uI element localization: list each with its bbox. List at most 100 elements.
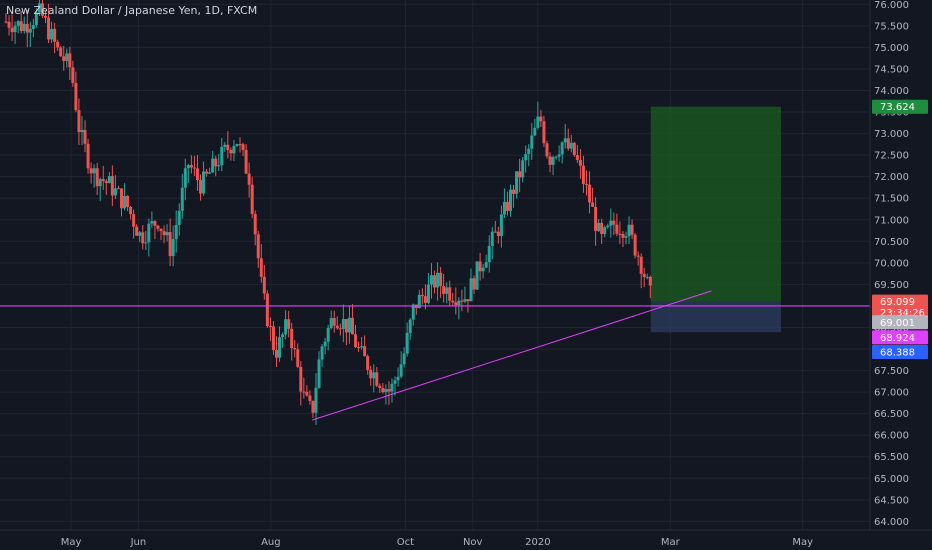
profit-zone[interactable] bbox=[650, 106, 781, 302]
candle-body bbox=[372, 372, 376, 379]
candle bbox=[603, 225, 607, 238]
candle-body bbox=[44, 15, 48, 18]
time-tick-label: Mar bbox=[661, 537, 681, 548]
candle bbox=[384, 384, 388, 405]
candle-body bbox=[205, 171, 209, 174]
candle-body bbox=[584, 184, 588, 186]
candle bbox=[311, 400, 315, 419]
candle bbox=[59, 46, 63, 57]
candle-body bbox=[256, 234, 260, 259]
candle-body bbox=[633, 234, 637, 256]
candle-body bbox=[195, 168, 199, 181]
candle bbox=[436, 262, 440, 301]
candle bbox=[47, 3, 51, 44]
horizontal-line-tag-bg bbox=[872, 330, 928, 345]
trend-line[interactable] bbox=[311, 290, 712, 421]
candle-body bbox=[384, 389, 388, 393]
candle bbox=[293, 340, 297, 358]
stop-price-tag: 68.388 bbox=[872, 345, 928, 360]
candle-body bbox=[34, 12, 38, 26]
candle-body bbox=[101, 179, 105, 182]
price-tick-label: 75.500 bbox=[874, 21, 909, 32]
candle bbox=[505, 191, 509, 216]
candle bbox=[375, 367, 379, 387]
candle bbox=[645, 273, 649, 280]
candle bbox=[214, 155, 218, 177]
candle bbox=[101, 165, 105, 190]
time-tick-label: May bbox=[792, 537, 813, 548]
candle-body bbox=[411, 304, 415, 320]
candle bbox=[332, 310, 336, 333]
candle bbox=[129, 205, 133, 220]
candle-body bbox=[332, 317, 336, 326]
candle bbox=[445, 282, 449, 304]
candle bbox=[259, 243, 263, 283]
candle-body bbox=[591, 202, 595, 207]
candle bbox=[624, 231, 628, 245]
candle bbox=[551, 155, 555, 176]
candle bbox=[472, 275, 476, 295]
candle-body bbox=[287, 319, 291, 329]
candle bbox=[399, 351, 403, 379]
candle bbox=[588, 171, 592, 214]
candle-body bbox=[648, 276, 652, 286]
candle-body bbox=[533, 127, 537, 136]
candle-body bbox=[253, 213, 257, 235]
candle-body bbox=[627, 224, 631, 237]
candle bbox=[320, 344, 324, 367]
price-tick-label: 64.000 bbox=[874, 517, 909, 528]
candle bbox=[89, 162, 93, 184]
candle-body bbox=[229, 149, 233, 154]
candle-body bbox=[481, 267, 485, 272]
candle bbox=[171, 225, 175, 267]
candle-body bbox=[223, 144, 227, 147]
candle-body bbox=[530, 135, 534, 149]
candle bbox=[396, 367, 400, 387]
candle-body bbox=[509, 189, 513, 211]
candle-body bbox=[116, 188, 120, 190]
candle-body bbox=[132, 214, 136, 227]
candle-body bbox=[496, 231, 500, 237]
candle bbox=[594, 197, 598, 246]
candle-body bbox=[572, 142, 576, 156]
time-tick-label: May bbox=[61, 537, 82, 548]
position-tool[interactable] bbox=[650, 106, 781, 333]
candle-body bbox=[208, 172, 212, 174]
candle bbox=[499, 205, 503, 248]
candle bbox=[615, 213, 619, 237]
candle bbox=[80, 115, 84, 146]
candle bbox=[195, 155, 199, 191]
candle bbox=[463, 286, 467, 304]
candle bbox=[83, 120, 87, 153]
candle-body bbox=[417, 294, 421, 309]
candle-body bbox=[603, 227, 607, 234]
candle-body bbox=[62, 56, 66, 62]
candle-body bbox=[271, 326, 275, 351]
loss-zone[interactable] bbox=[650, 301, 781, 333]
candle bbox=[454, 287, 458, 315]
candle-body bbox=[624, 236, 628, 238]
candle-body bbox=[554, 156, 558, 158]
candle bbox=[265, 290, 269, 329]
candle-body bbox=[165, 232, 169, 236]
candle-body bbox=[65, 53, 69, 62]
candle-body bbox=[615, 224, 619, 234]
candle-body bbox=[232, 145, 236, 154]
candle-body bbox=[360, 346, 364, 348]
candle-body bbox=[597, 222, 601, 232]
candle-body bbox=[25, 23, 29, 33]
candle bbox=[34, 8, 38, 28]
candle-body bbox=[338, 328, 342, 330]
candle bbox=[150, 211, 154, 228]
entry-price-tag-bg bbox=[872, 315, 928, 330]
candle bbox=[271, 321, 275, 355]
time-axis[interactable]: May Jun Aug Oct Nov 2020 Mar May bbox=[61, 537, 813, 548]
candle bbox=[612, 212, 616, 235]
price-tick-label: 65.500 bbox=[874, 452, 909, 463]
drawings[interactable] bbox=[0, 290, 870, 421]
candle-body bbox=[95, 168, 99, 187]
candle-body bbox=[77, 110, 81, 133]
candle bbox=[192, 155, 196, 176]
candle bbox=[357, 341, 361, 352]
